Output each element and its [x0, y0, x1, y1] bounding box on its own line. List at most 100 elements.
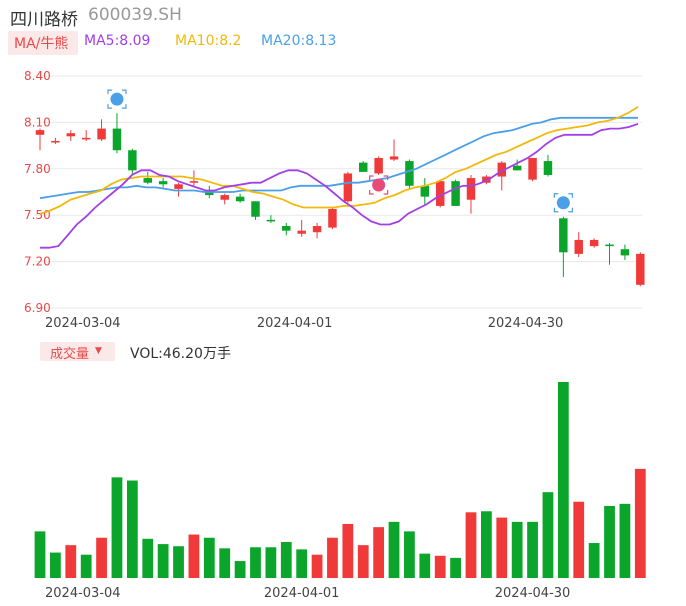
candle-up [343, 173, 353, 202]
candle-up [466, 178, 476, 200]
volume-bar-up [342, 523, 354, 578]
volume-x-axis: 2024-03-04 2024-04-01 2024-04-30 [45, 586, 570, 601]
price-y-tick: 7.20 [24, 255, 51, 269]
candle-down [451, 181, 460, 206]
candle-down [282, 226, 291, 231]
volume-bar-down [157, 544, 169, 578]
ma10-line [39, 106, 639, 215]
marker-dot [556, 196, 570, 210]
volume-bars [34, 382, 646, 578]
volume-bar-down [480, 511, 492, 578]
ma20-line [39, 116, 638, 200]
stock-name: 四川路桥 [10, 10, 78, 30]
candle-down [251, 201, 260, 217]
bear-marker-icon [369, 175, 389, 195]
candle-up [297, 230, 306, 234]
ma-indicator-label: MA/牛熊 [14, 36, 69, 52]
price-x-tick: 2024-03-04 [45, 316, 121, 331]
volume-bar-up [311, 554, 323, 578]
price-x-tick: 2024-04-30 [488, 316, 564, 331]
marker-frame [553, 193, 573, 213]
volume-bar-down [419, 553, 431, 578]
volume-bar-down [142, 538, 154, 578]
candle-up [189, 181, 199, 183]
candle-up [66, 133, 76, 137]
volume-bar-up [188, 534, 200, 578]
volume-x-tick: 2024-04-01 [264, 586, 340, 601]
volume-bar-down [404, 531, 415, 578]
candle-down [420, 185, 430, 197]
candle-down [266, 219, 276, 222]
volume-bar-down [388, 521, 400, 578]
volume-bar-down [527, 521, 538, 578]
candle-down [235, 196, 245, 202]
price-x-axis: 2024-03-04 2024-04-01 2024-04-30 [45, 316, 563, 331]
candle-down [143, 178, 152, 183]
candle-up [589, 239, 599, 247]
volume-bar-up [434, 555, 446, 578]
candle-up [35, 130, 45, 135]
price-y-axis: 8.40 8.10 7.80 7.50 7.20 6.90 [24, 69, 51, 315]
signal-markers [107, 89, 573, 213]
volume-bar-up [373, 527, 385, 578]
candle-down [112, 128, 122, 151]
bull-marker-icon [553, 193, 573, 213]
price-grid [34, 75, 642, 309]
candle-up [174, 184, 183, 189]
ma5-legend: MA5:8.09 [84, 33, 151, 49]
candle-up [497, 162, 507, 177]
volume-bar-up [496, 517, 508, 578]
candle-up [636, 253, 645, 285]
volume-indicator-label: 成交量 [50, 347, 90, 362]
price-y-tick: 7.80 [24, 162, 51, 176]
candle-up [312, 226, 322, 233]
price-y-tick: 7.50 [24, 208, 51, 222]
candle-down [605, 244, 614, 247]
ma20-legend: MA20:8.13 [261, 33, 337, 49]
volume-bar-down [250, 547, 261, 578]
candle-up [97, 128, 106, 140]
volume-bar-down [296, 549, 308, 578]
volume-bar-down [280, 541, 292, 578]
candle-down [512, 165, 522, 171]
price-y-tick: 8.40 [24, 69, 51, 83]
candle-up [389, 156, 399, 160]
stock-code: 600039.SH [88, 5, 182, 25]
volume-bar-up [96, 537, 107, 578]
dropdown-arrow-icon: ▼ [95, 346, 102, 356]
candle-down [359, 162, 368, 172]
volume-bar-up [357, 545, 369, 578]
ma5-line [40, 123, 639, 249]
ma10-legend: MA10:8.2 [175, 33, 242, 49]
price-y-tick: 8.10 [24, 115, 51, 129]
volume-bar-down [234, 561, 246, 578]
volume-x-tick: 2024-04-30 [495, 586, 571, 601]
candle-down [543, 161, 553, 175]
volume-value: VOL:46.20万手 [130, 346, 231, 362]
price-x-tick: 2024-04-01 [257, 316, 333, 331]
volume-bar-up [465, 512, 477, 578]
candle-up [328, 209, 337, 228]
candle-up [51, 140, 60, 143]
marker-dot [110, 92, 124, 106]
volume-bar-up [573, 501, 585, 578]
volume-bar-down [557, 382, 569, 578]
volume-bar-down [34, 531, 46, 578]
volume-bar-down [588, 543, 600, 578]
candle-up [220, 195, 229, 200]
volume-bar-down [619, 503, 631, 578]
volume-bar-down [50, 552, 61, 578]
ma-indicator-selector[interactable]: MA/牛熊 [8, 31, 78, 55]
volume-bar-down [126, 480, 138, 578]
volume-indicator-selector[interactable]: 成交量 ▼ [40, 342, 115, 362]
moving-average-lines [39, 106, 639, 249]
volume-bar-down [203, 537, 215, 578]
candle-down [559, 218, 568, 253]
candle-up [528, 157, 537, 180]
volume-bar-down [80, 554, 92, 578]
candle-up [374, 157, 383, 174]
volume-bar-up [65, 545, 77, 578]
volume-bar-up [634, 468, 646, 578]
volume-bar-down [173, 546, 184, 578]
